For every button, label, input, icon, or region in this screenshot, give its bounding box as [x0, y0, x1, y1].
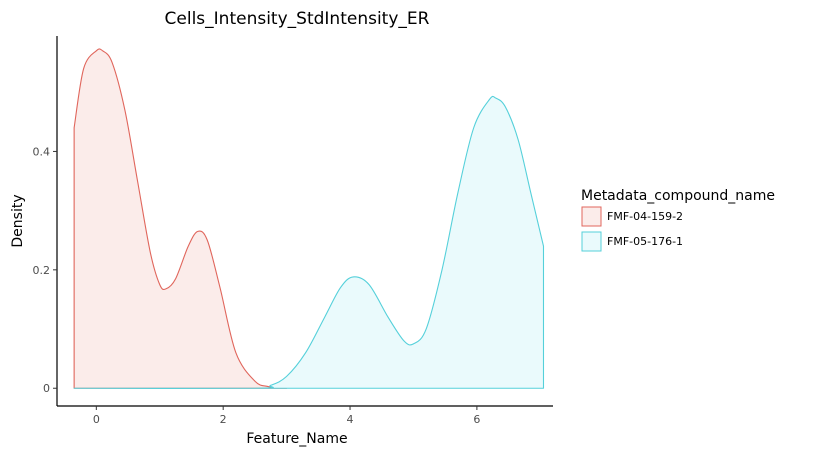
chart-title: Cells_Intensity_StdIntensity_ER: [165, 9, 430, 29]
x-tick-label: 2: [220, 413, 227, 426]
x-tick-label: 6: [473, 413, 480, 426]
legend: Metadata_compound_name FMF-04-159-2 FMF-0…: [581, 188, 775, 252]
density-area-series-2: [73, 95, 545, 390]
density-area-series-1: [73, 48, 288, 389]
legend-label-1: FMF-04-159-2: [607, 210, 683, 223]
plot-area: [73, 48, 545, 390]
legend-title: Metadata_compound_name: [581, 188, 775, 204]
y-tick-label: 0.2: [33, 264, 51, 277]
legend-label-2: FMF-05-176-1: [607, 235, 683, 248]
y-axis-title: Density: [10, 194, 26, 247]
legend-swatch-1: [581, 206, 602, 227]
x-tick-label: 0: [93, 413, 100, 426]
y-tick-label: 0: [43, 382, 50, 395]
axis-ticks: 0 2 4 6 0 0.2 0.4: [33, 145, 481, 426]
x-tick-label: 4: [347, 413, 354, 426]
y-tick-label: 0.4: [33, 145, 51, 158]
x-axis-title: Feature_Name: [246, 431, 347, 447]
legend-swatch-2: [581, 231, 602, 252]
